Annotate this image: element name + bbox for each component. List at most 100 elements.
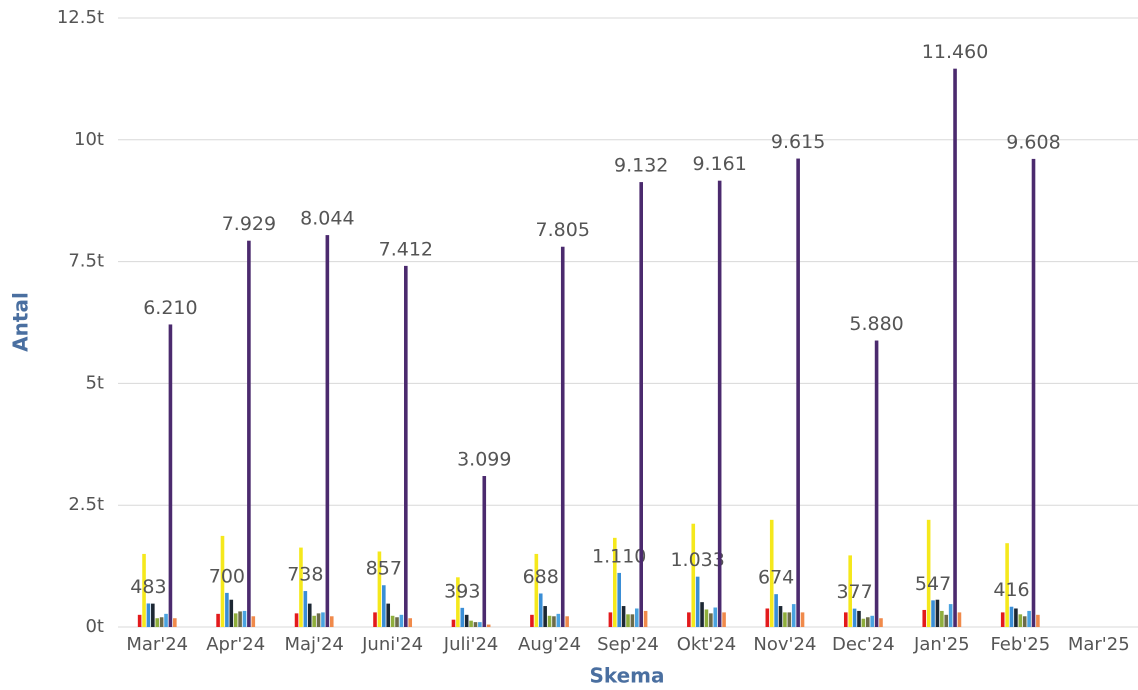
- bar: [709, 613, 713, 627]
- bar: [617, 572, 621, 627]
- y-tick-label: 7.5t: [68, 251, 104, 272]
- x-tick-label: Mar'25: [1068, 634, 1130, 655]
- bar: [700, 602, 704, 627]
- bar: [556, 613, 561, 627]
- bar: [704, 609, 709, 627]
- value-label: 674: [758, 567, 794, 589]
- bar: [1000, 612, 1005, 627]
- bar: [404, 265, 408, 627]
- bar: [852, 608, 857, 627]
- value-label: 9.615: [771, 131, 825, 153]
- value-label: 11.460: [922, 41, 988, 63]
- bar: [303, 591, 308, 627]
- bar: [386, 603, 391, 627]
- bar: [800, 612, 805, 627]
- value-label: 738: [287, 564, 323, 586]
- value-label: 9.608: [1006, 131, 1060, 153]
- y-axis-title: Antal: [9, 292, 33, 352]
- bar: [251, 616, 256, 627]
- bar: [478, 622, 482, 627]
- bar: [953, 68, 957, 627]
- bar: [1005, 543, 1009, 627]
- bar: [1009, 606, 1014, 627]
- bar: [791, 604, 796, 627]
- bar: [294, 613, 299, 627]
- bar: [173, 618, 177, 627]
- x-tick-label: Apr'24: [206, 634, 265, 655]
- bar: [796, 158, 800, 628]
- bar: [774, 594, 778, 627]
- value-label: 1.110: [592, 545, 646, 567]
- value-label: 857: [366, 558, 402, 580]
- bar: [538, 593, 543, 627]
- bar: [713, 607, 718, 627]
- x-tick-label: Sep'24: [597, 634, 659, 655]
- bar: [944, 614, 949, 627]
- x-tick-label: Mar'24: [126, 634, 188, 655]
- bar: [299, 547, 303, 627]
- bar: [238, 611, 242, 627]
- bar: [926, 519, 931, 627]
- value-label: 3.099: [457, 449, 511, 471]
- x-tick-label: Feb'25: [990, 634, 1050, 655]
- bar: [146, 603, 151, 627]
- bar: [382, 585, 386, 627]
- bar: [922, 609, 927, 627]
- value-label: 393: [444, 580, 480, 602]
- bar: [769, 519, 774, 627]
- bar: [857, 610, 861, 627]
- value-label: 6.210: [143, 297, 197, 319]
- bar: [765, 608, 770, 627]
- y-tick-label: 12.5t: [57, 7, 104, 28]
- bar: [1036, 614, 1040, 627]
- bar: [1014, 608, 1018, 627]
- bar: [142, 553, 146, 627]
- bar: [225, 592, 229, 627]
- bar: [787, 612, 792, 627]
- x-tick-label: Jan'25: [913, 634, 970, 655]
- bar: [687, 612, 691, 627]
- bar: [312, 615, 316, 627]
- value-label: 7.412: [379, 238, 433, 260]
- bar: [390, 615, 395, 627]
- bar: [613, 537, 617, 627]
- bar: [691, 523, 696, 627]
- bar: [373, 612, 377, 627]
- bar: [870, 615, 874, 627]
- value-label: 1.033: [670, 549, 724, 571]
- bar: [399, 614, 404, 627]
- x-tick-label: Dec'24: [832, 634, 895, 655]
- bar: [530, 614, 534, 627]
- bar: [325, 235, 330, 627]
- bar: [874, 340, 879, 627]
- x-axis-title: Skema: [589, 664, 664, 688]
- value-label: 7.929: [222, 213, 276, 235]
- bar: [1022, 616, 1027, 627]
- bar: [843, 612, 848, 627]
- bar: [408, 618, 413, 627]
- y-tick-label: 5t: [85, 372, 104, 393]
- bar: [329, 616, 334, 627]
- bar: [482, 476, 487, 627]
- bar: [1018, 614, 1023, 627]
- bar: [547, 615, 552, 627]
- x-tick-label: Juli'24: [443, 634, 499, 655]
- x-tick-label: Juni'24: [361, 634, 423, 655]
- bar: [643, 610, 648, 627]
- bar: [321, 612, 325, 627]
- bar: [216, 613, 220, 627]
- bar: [879, 618, 883, 627]
- value-label: 7.805: [536, 219, 590, 241]
- bar: [220, 535, 225, 627]
- bar: [948, 604, 953, 627]
- bar: [456, 577, 460, 627]
- bar: [935, 599, 940, 627]
- x-tick-label: Aug'24: [518, 634, 581, 655]
- value-label: 5.880: [849, 313, 903, 335]
- bar: [316, 613, 321, 627]
- x-tick-label: Okt'24: [677, 634, 737, 655]
- bar: [151, 603, 155, 627]
- bar: [778, 606, 783, 627]
- bar: [242, 610, 247, 627]
- bar: [560, 246, 565, 627]
